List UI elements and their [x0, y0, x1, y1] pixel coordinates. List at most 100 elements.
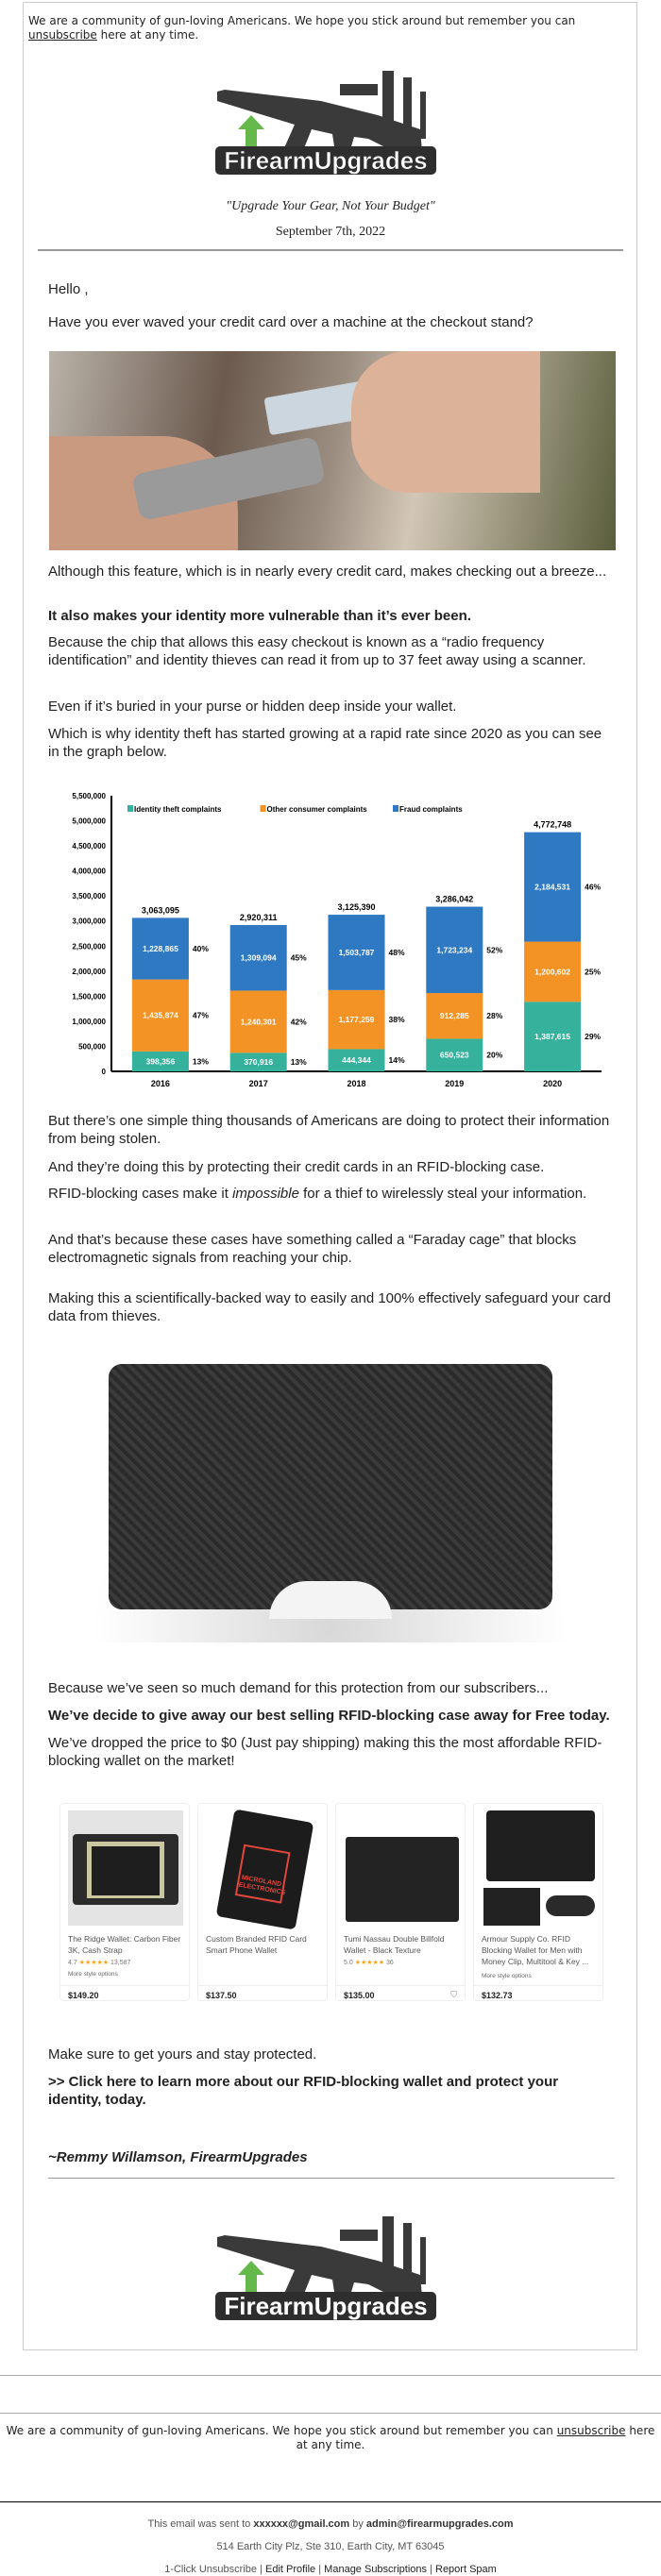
firearmupgrades-logo: FirearmUpgrades [215, 71, 436, 175]
bar-value-label: 1,309,094 [241, 953, 277, 963]
community-note: We are a community of gun-loving America… [28, 14, 595, 42]
product-card[interactable]: Armour Supply Co. RFID Blocking Wallet f… [473, 1803, 603, 2001]
bar-percent-label: 42% [291, 1017, 307, 1026]
product-image: MICROLAND ELECTRONICS [206, 1809, 321, 1930]
bar-value-label: 912,285 [440, 1011, 469, 1020]
note-text: We are a community of gun-loving America… [28, 14, 576, 27]
x-tick-label: 2016 [151, 1079, 170, 1088]
bar-segment [426, 993, 483, 1039]
x-tick-label: 2018 [347, 1079, 365, 1088]
divider [0, 2501, 661, 2502]
legend-label: Other consumer complaints [267, 805, 368, 814]
bar-segment [229, 1052, 287, 1071]
bar-percent-label: 13% [193, 1056, 209, 1066]
bar-total-label: 4,772,748 [534, 820, 571, 830]
bar-percent-label: 38% [389, 1015, 405, 1024]
report-spam-link[interactable]: Report Spam [435, 2564, 497, 2575]
more-options[interactable]: More style options [482, 1973, 532, 1979]
paragraph: RFID-blocking cases make it impossible f… [48, 1185, 615, 1203]
y-tick-label: 3,000,000 [72, 918, 106, 926]
bar-segment [131, 918, 189, 980]
legend-swatch [127, 805, 133, 812]
unsubscribe-link[interactable]: unsubscribe [28, 28, 97, 42]
stars-icon: ★★★★★ [78, 1960, 110, 1966]
bar-segment [131, 979, 189, 1052]
product-price: $135.00 [344, 1991, 375, 2000]
paragraph: And they’re doing this by protecting the… [48, 1159, 545, 1175]
one-click-unsubscribe-link[interactable]: 1-Click Unsubscribe [164, 2564, 257, 2575]
tagline: "Upgrade Your Gear, Not Your Budget" [226, 199, 435, 213]
learn-more-link[interactable]: >> Click here to learn more about our RF… [48, 2074, 559, 2108]
bar-segment [328, 1049, 385, 1071]
bar-total-label: 3,286,042 [435, 895, 473, 904]
bar-percent-label: 47% [193, 1011, 209, 1020]
y-tick-label: 5,500,000 [72, 792, 106, 800]
footer-links: 1-Click Unsubscribe | Edit Profile | Man… [164, 2564, 497, 2575]
product-card[interactable]: MICROLAND ELECTRONICS Custom Branded RFI… [197, 1803, 328, 2001]
bar-segment [328, 915, 385, 990]
more-options[interactable]: More style options [68, 1971, 118, 1978]
y-tick-label: 4,500,000 [72, 842, 106, 850]
bar-percent-label: 46% [585, 883, 601, 892]
bar-percent-label: 40% [193, 944, 209, 953]
divider [60, 1985, 189, 1986]
bar-total-label: 2,920,311 [240, 913, 278, 922]
product-image [344, 1810, 459, 1926]
bar-value-label: 1,200,602 [534, 967, 570, 976]
product-rating: 4.7 ★★★★★ 13,587 [68, 1960, 131, 1966]
paragraph: Although this feature, which is in nearl… [48, 564, 607, 580]
email-date: September 7th, 2022 [275, 225, 386, 239]
x-tick-label: 2020 [543, 1079, 562, 1088]
text: RFID-blocking cases make it [48, 1186, 233, 1202]
product-title: Tumi Nassau Double Billfold Wallet - Bla… [344, 1934, 445, 1955]
edit-profile-link[interactable]: Edit Profile [264, 2564, 316, 2575]
stars-icon: ★★★★★ [354, 1960, 385, 1966]
product-title: Armour Supply Co. RFID Blocking Wallet f… [482, 1934, 589, 1966]
bar-segment [229, 924, 287, 991]
bar-segment [524, 832, 582, 942]
product-title: Custom Branded RFID Card Smart Phone Wal… [206, 1934, 307, 1955]
bar-value-label: 2,184,531 [534, 883, 570, 892]
bar-segment [328, 989, 385, 1050]
note-text: here at any time. [96, 28, 199, 42]
signature: ~Remmy Willamson, FirearmUpgrades [48, 2149, 308, 2165]
contactless-payment-photo [49, 351, 616, 550]
bar-percent-label: 14% [389, 1055, 405, 1065]
paragraph: Even if it’s buried in your purse or hid… [48, 699, 457, 715]
divider [474, 1985, 602, 1986]
text: for a thief to wirelessly steal your inf… [298, 1186, 587, 1202]
bar-segment [524, 941, 582, 1002]
unsubscribe-link[interactable]: unsubscribe [556, 2424, 626, 2437]
bar-value-label: 1,723,234 [436, 945, 472, 954]
product-title: The Ridge Wallet: Carbon Fiber 3K, Cash … [68, 1934, 181, 1955]
product-card[interactable]: Tumi Nassau Double Billfold Wallet - Bla… [335, 1803, 466, 2001]
bar-percent-label: 20% [486, 1051, 502, 1060]
paragraph: Because the chip that allows this easy c… [48, 634, 586, 668]
bar-value-label: 650,523 [440, 1051, 469, 1060]
bar-segment [426, 906, 483, 994]
product-price: $137.50 [206, 1991, 237, 2000]
y-tick-label: 1,000,000 [72, 1018, 106, 1026]
sent-info: This email was sent to xxxxxx@gmail.com … [147, 2518, 514, 2530]
complaints-chart: 0 500,000 1,000,000 1,500,000 2,000,000 2,500… [72, 792, 602, 1088]
y-tick-label: 4,000,000 [72, 867, 106, 876]
product-image [68, 1810, 183, 1926]
paragraph-bold: We’ve decide to give away our best selli… [48, 1708, 610, 1724]
bar-value-label: 398,356 [146, 1056, 176, 1066]
recipient-email: xxxxxx@gmail.com [253, 2518, 350, 2530]
paragraph: We’ve dropped the price to $0 (Just pay … [48, 1735, 602, 1769]
paragraph: Because we’ve seen so much demand for th… [48, 1680, 549, 1696]
paragraph: And that’s because these cases have some… [48, 1232, 577, 1266]
shopping-cart-icon[interactable]: ⛉ [450, 1990, 457, 1999]
divider [38, 249, 623, 251]
y-tick-label: 2,000,000 [72, 968, 106, 976]
bar-value-label: 1,240,301 [241, 1017, 277, 1026]
manage-subscriptions-link[interactable]: Manage Subscriptions [324, 2564, 428, 2575]
y-tick-label: 2,500,000 [72, 942, 106, 951]
product-card[interactable]: The Ridge Wallet: Carbon Fiber 3K, Cash … [59, 1803, 190, 2001]
bar-segment [426, 1038, 483, 1071]
bar-percent-label: 29% [585, 1032, 601, 1041]
bar-total-label: 3,063,095 [142, 905, 179, 915]
note-text: here at any time. [296, 2424, 655, 2451]
bar-segment [131, 1051, 189, 1071]
